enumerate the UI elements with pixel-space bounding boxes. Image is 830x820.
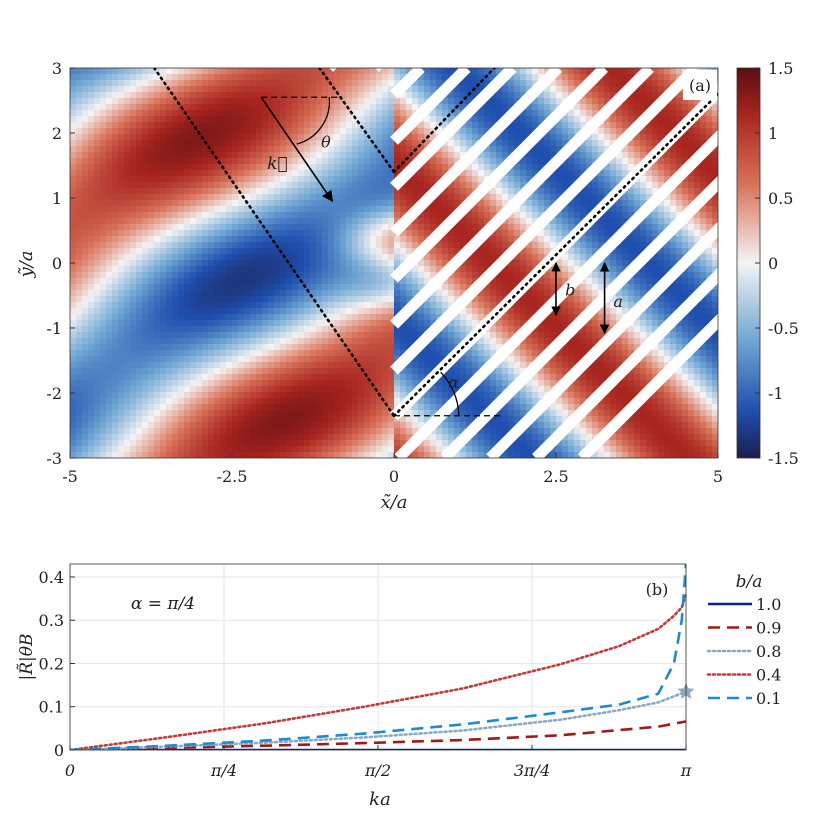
slit-strip (390, 68, 517, 191)
x-tick-label-a: -5 (62, 467, 78, 486)
y-tick-label-a: 1 (52, 189, 62, 208)
legend: 1.0 0.9 0.8 0.4 0.1 (706, 595, 781, 708)
series-line-0.4 (70, 592, 686, 750)
wave-vector-arrow (260, 96, 334, 203)
series-line-0.1 (70, 564, 686, 750)
series-line-0.8 (70, 690, 686, 750)
legend-label-0.8: 0.8 (756, 642, 781, 661)
geometry-overlay: k⃗ θ α b a (152, 68, 718, 458)
axes-b: 0 π/4 π/2 3π/4 π 0 0.1 0.2 0.3 0.4 (39, 568, 692, 780)
x-tick-label-a: 0 (389, 467, 399, 486)
y-axis-label-b: |R̃|θB (17, 634, 37, 681)
y-tick-label-a: 0 (52, 254, 62, 273)
slit-strip (329, 68, 337, 72)
inset-alpha-label: α = π/4 (131, 594, 195, 614)
slit-strip (390, 68, 608, 283)
colorbar-tick-label: -0.5 (768, 319, 799, 338)
colorbar-tick-label: 0 (768, 254, 778, 273)
y-tick-label-b: 0 (54, 741, 64, 760)
x-tick-label-b: π/4 (210, 761, 237, 780)
colorbar-tick-label: -1.5 (768, 449, 799, 468)
x-tick-label-b: π/2 (364, 761, 391, 780)
panel-a-label-box (683, 70, 717, 100)
slit-strip (390, 68, 654, 329)
x-axis-label-b: ka (369, 789, 391, 810)
slit-strip (390, 68, 700, 375)
y-tick-label-a: -3 (46, 449, 62, 468)
slits (329, 68, 718, 458)
beam-boundary-lower (152, 68, 396, 418)
slit-strip (532, 267, 718, 458)
y-tick-label-b: 0.2 (39, 654, 64, 673)
legend-label-0.9: 0.9 (756, 619, 781, 638)
slit-width-label: b (565, 281, 575, 300)
panel-a: k⃗ θ α b a -5 -2.5 0 2.5 5 3 2 1 0 -1 -2 -3 (a) x̃/a ỹ/… (16, 59, 799, 513)
slit-strip (440, 175, 718, 458)
colorbar-tick-label: 1 (768, 124, 778, 143)
theta-arc (296, 97, 331, 145)
series-line-0.9 (70, 720, 686, 750)
y-tick-label-a: -2 (46, 384, 62, 403)
colorbar-tick-label: 0.5 (768, 189, 793, 208)
legend-label-1.0: 1.0 (756, 595, 781, 614)
colorbar-tick-label: 1.5 (768, 59, 793, 78)
slit-strip (375, 68, 383, 72)
grating-edge-lower (392, 92, 718, 418)
y-tick-label-a: 3 (52, 59, 62, 78)
x-axis-label-a: x̃/a (381, 492, 408, 513)
slit-strip (390, 68, 471, 145)
legend-title: b/a (736, 572, 763, 592)
slit-strip (486, 221, 718, 458)
theta-label: θ (321, 132, 331, 151)
x-tick-label-a: 2.5 (543, 467, 568, 486)
y-tick-label-b: 0.4 (39, 568, 64, 587)
x-tick-label-a: -2.5 (217, 467, 248, 486)
y-tick-label-b: 0.1 (39, 698, 64, 717)
y-axis-label-a: ỹ/a (16, 251, 37, 279)
panel-b: 0 π/4 π/2 3π/4 π 0 0.1 0.2 0.3 0.4 (b) α = π/4 ka… (17, 563, 781, 810)
y-tick-label-a: -1 (46, 319, 62, 338)
alpha-label: α (448, 373, 459, 392)
slit-strip (390, 68, 563, 237)
field-heatmap (70, 68, 718, 458)
x-tick-label-b: 3π/4 (514, 761, 550, 780)
x-tick-label-a: 5 (713, 467, 723, 486)
legend-label-0.4: 0.4 (756, 666, 781, 685)
panel-b-label: (b) (646, 580, 669, 599)
slit-strip (394, 129, 718, 458)
x-tick-label-b: 0 (65, 761, 75, 780)
y-tick-label-a: 2 (52, 124, 62, 143)
slit-strip (390, 68, 425, 99)
period-label: a (613, 292, 623, 311)
grating-edge-upper (392, 68, 496, 174)
y-tick-label-b: 0.3 (39, 611, 64, 630)
alpha-arc (440, 371, 460, 416)
colorbar-tick-label: -1 (768, 384, 784, 403)
axes-a: -5 -2.5 0 2.5 5 3 2 1 0 -1 -2 -3 (46, 59, 723, 486)
panel-a-label: (a) (689, 76, 711, 95)
legend-label-0.1: 0.1 (756, 689, 781, 708)
colorbar-ticks: 1.5 1 0.5 0 -0.5 -1 -1.5 (755, 59, 799, 468)
slit-strip (577, 313, 718, 458)
x-tick-label-b: π (680, 761, 692, 780)
series-b (70, 564, 686, 750)
wave-vector-label: k⃗ (267, 154, 288, 174)
